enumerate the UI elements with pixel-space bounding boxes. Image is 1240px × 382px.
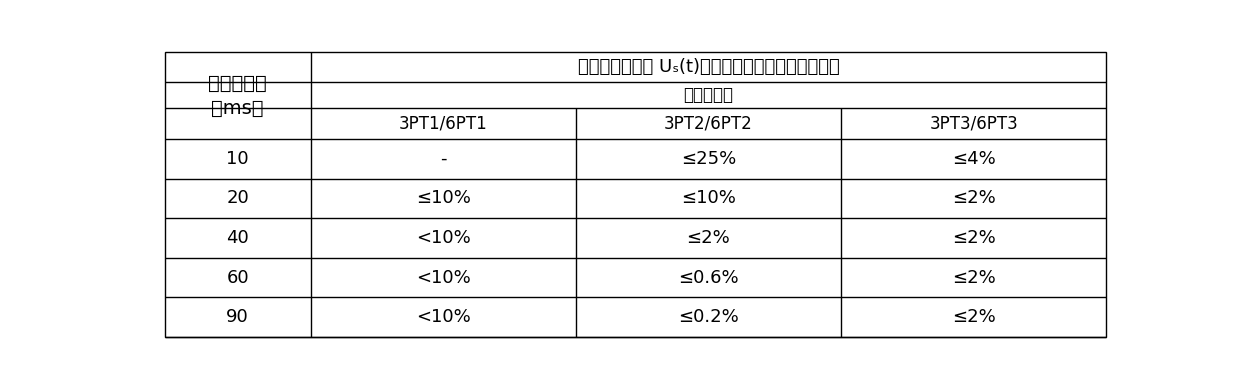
Text: 二次电压瞬时值 Uₛ(t)与短路前二次电压峰值的比值: 二次电压瞬时值 Uₛ(t)与短路前二次电压峰值的比值 bbox=[578, 58, 839, 76]
Text: ≤2%: ≤2% bbox=[952, 189, 996, 207]
Text: 40: 40 bbox=[226, 229, 249, 247]
Text: ≤10%: ≤10% bbox=[681, 189, 735, 207]
Text: 60: 60 bbox=[226, 269, 249, 286]
Text: 10: 10 bbox=[226, 150, 249, 168]
Text: ≤25%: ≤25% bbox=[681, 150, 737, 168]
Text: ≤2%: ≤2% bbox=[687, 229, 730, 247]
Text: 20: 20 bbox=[226, 189, 249, 207]
Text: <10%: <10% bbox=[415, 229, 471, 247]
Text: 短路后时间: 短路后时间 bbox=[208, 74, 267, 93]
Text: ≤4%: ≤4% bbox=[952, 150, 996, 168]
Text: <10%: <10% bbox=[415, 269, 471, 286]
Text: 90: 90 bbox=[226, 308, 249, 326]
Text: 准确度等级: 准确度等级 bbox=[683, 86, 734, 104]
Text: ≤2%: ≤2% bbox=[952, 308, 996, 326]
Text: ≤0.6%: ≤0.6% bbox=[678, 269, 739, 286]
Text: ≤2%: ≤2% bbox=[952, 229, 996, 247]
Text: -: - bbox=[440, 150, 446, 168]
Text: （ms）: （ms） bbox=[211, 99, 264, 118]
Text: ≤10%: ≤10% bbox=[415, 189, 471, 207]
Text: 3PT2/6PT2: 3PT2/6PT2 bbox=[665, 115, 753, 133]
Text: 3PT1/6PT1: 3PT1/6PT1 bbox=[399, 115, 487, 133]
Text: ≤2%: ≤2% bbox=[952, 269, 996, 286]
Text: <10%: <10% bbox=[415, 308, 471, 326]
Text: 3PT3/6PT3: 3PT3/6PT3 bbox=[930, 115, 1018, 133]
Text: ≤0.2%: ≤0.2% bbox=[678, 308, 739, 326]
